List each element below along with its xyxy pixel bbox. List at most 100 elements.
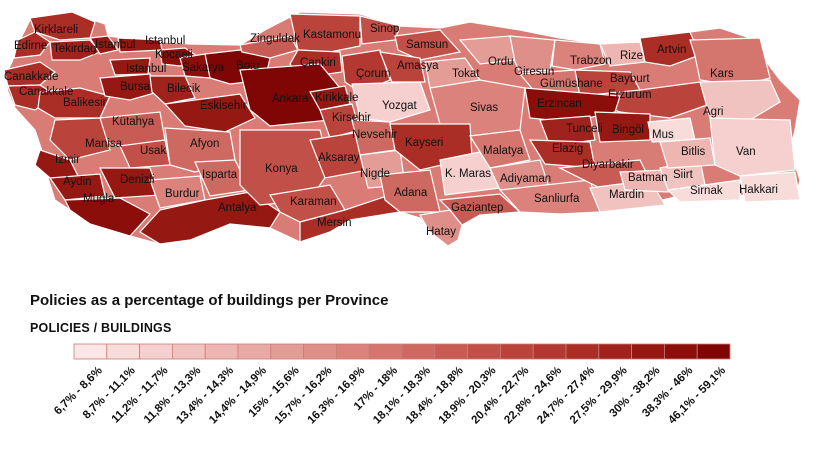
province-sirnak xyxy=(666,179,741,203)
province-sanliurfa xyxy=(498,179,601,215)
province-label-mersin: Mersin xyxy=(317,217,352,229)
legend-swatch xyxy=(565,343,600,360)
province-label-mus: Mus xyxy=(652,129,674,141)
province-van xyxy=(709,117,796,177)
province-label-sivas: Sivas xyxy=(470,102,498,114)
legend-swatch xyxy=(139,343,173,360)
province-label-nevsehir: Nevsehir xyxy=(352,129,398,141)
province-label-kirikkale: Kirikkale xyxy=(315,92,358,104)
province-label-gaziantep: Gaziantep xyxy=(451,202,503,214)
legend-swatch xyxy=(401,343,436,360)
province-zinguldak xyxy=(239,35,299,59)
province-label-izmir: Izmir xyxy=(55,154,80,166)
province-label-tunceli: Tunceli xyxy=(566,123,603,135)
legend-label: 18,9% - 20,3% xyxy=(437,365,499,427)
province-manisa xyxy=(49,117,111,161)
province-label-kirsehir: Kirsehir xyxy=(332,112,371,124)
province-edirne xyxy=(13,31,51,59)
province-label-bursa: Bursa xyxy=(120,81,151,93)
province-label-afyon: Afyon xyxy=(190,138,219,150)
province-giresun xyxy=(509,35,556,73)
legend-label: 22,8% - 24,6% xyxy=(502,365,564,427)
legend-swatch xyxy=(270,343,304,360)
province-label-mugla: Mugla xyxy=(83,193,115,205)
legend-swatch xyxy=(467,343,501,360)
province-canakkale xyxy=(3,61,56,87)
legend-label: 46,1% - 59,1% xyxy=(666,365,728,427)
province-label-manisa: Manisa xyxy=(85,138,123,150)
province-label-yozgat: Yozgat xyxy=(382,100,418,112)
province-bing-l xyxy=(594,111,651,143)
legend-swatch xyxy=(73,343,108,360)
province-gaziantep xyxy=(438,193,522,226)
province-artvin xyxy=(639,31,701,67)
province-label-siirt: Siirt xyxy=(673,169,694,181)
province-label-istanbul: Istanbul xyxy=(126,63,166,75)
province-label-rize: Rize xyxy=(620,50,643,62)
legend-label: 16,3% - 16,9% xyxy=(305,365,367,427)
legend-swatch xyxy=(171,343,206,360)
province-label-tekirdag: Tekirdag xyxy=(53,43,96,55)
province-label-malatya: Malatya xyxy=(483,145,524,157)
legend-label: 20,4% - 22,7% xyxy=(469,365,531,427)
province-label-k-maras: K. Maras xyxy=(445,168,491,180)
province-eskisehir xyxy=(163,93,256,133)
province-label-bilecik: Bilecik xyxy=(167,83,200,95)
province-label-kars: Kars xyxy=(710,68,734,80)
province-label-erzurum: Erzurum xyxy=(608,89,651,101)
province-label-mardin: Mardin xyxy=(609,189,644,201)
province-amasya xyxy=(379,51,426,83)
province-label-sakarya: Sakarya xyxy=(182,62,225,74)
province-bursa xyxy=(99,73,159,101)
legend: 6,7% - 8,6%8,7% - 11,1%11,2% - 11,7%11,8… xyxy=(52,343,731,427)
province-label-aydin: Aydin xyxy=(63,176,92,188)
province-label-usak: Usak xyxy=(140,145,166,157)
province-label-batman: Batman xyxy=(628,172,668,184)
legend-label: 13,4% - 14,3% xyxy=(174,365,236,427)
province-label-adiyaman: Adiyaman xyxy=(500,173,551,185)
province-label-amasya: Amasya xyxy=(397,60,439,72)
province-istanbul xyxy=(88,35,120,55)
province-trabzon xyxy=(551,39,606,71)
province-label-sirnak: Sirnak xyxy=(690,185,723,197)
province-label-tokat: Tokat xyxy=(452,68,480,80)
legend-swatch xyxy=(499,343,534,360)
province-agri xyxy=(699,79,781,121)
province-label-bitlis: Bitlis xyxy=(681,146,706,158)
province-label-kocaeli: Kocaeli xyxy=(155,49,193,61)
province-label-erzincan: Erzincan xyxy=(537,98,582,110)
province-mugla xyxy=(64,197,151,237)
legend-swatch xyxy=(631,343,665,360)
legend-label: 11,8% - 13,3% xyxy=(142,365,203,426)
province-malatya xyxy=(468,129,531,169)
province-label-balikesir: Balikesir xyxy=(63,97,107,109)
province-aydin xyxy=(48,173,106,201)
province-label-antalya: Antalya xyxy=(218,202,257,214)
province-label-k-tahya: Kütahya xyxy=(112,116,155,128)
province-label-bayburt: Bayburt xyxy=(610,73,650,85)
province-label-trabzon: Trabzon xyxy=(570,55,612,67)
province-label-konya: Konya xyxy=(265,163,298,175)
province-label-ankiri: Çankiri xyxy=(300,57,336,69)
province-label-kastamonu: Kastamonu xyxy=(303,29,361,41)
legend-swatch xyxy=(434,343,468,360)
province-label-ordu: Ordu xyxy=(488,56,514,68)
legend-label: 15,7% - 16,2% xyxy=(273,365,335,427)
province-label-aksaray: Aksaray xyxy=(318,152,360,164)
province-label-isparta: Isparta xyxy=(202,169,238,181)
province-bilecik xyxy=(149,75,196,105)
legend-label: 18,1% - 18,3% xyxy=(371,365,433,427)
legend-label: 18,4% - 18,8% xyxy=(404,365,466,427)
province-yozgat xyxy=(351,81,431,123)
province-label-bolu: Bolu xyxy=(236,60,259,72)
province-label-kayseri: Kayseri xyxy=(405,137,443,149)
legend-swatch xyxy=(335,343,370,360)
legend-swatch xyxy=(532,343,567,360)
legend-swatch xyxy=(303,343,337,360)
province-label-samsun: Samsun xyxy=(406,39,448,51)
province-label-kirklareli: Kirklareli xyxy=(34,24,78,36)
province-label-eskisehir: Eskisehir xyxy=(200,100,247,112)
province-label-karaman: Karaman xyxy=(290,196,337,208)
province-label-ankara: Ankara xyxy=(272,93,309,105)
